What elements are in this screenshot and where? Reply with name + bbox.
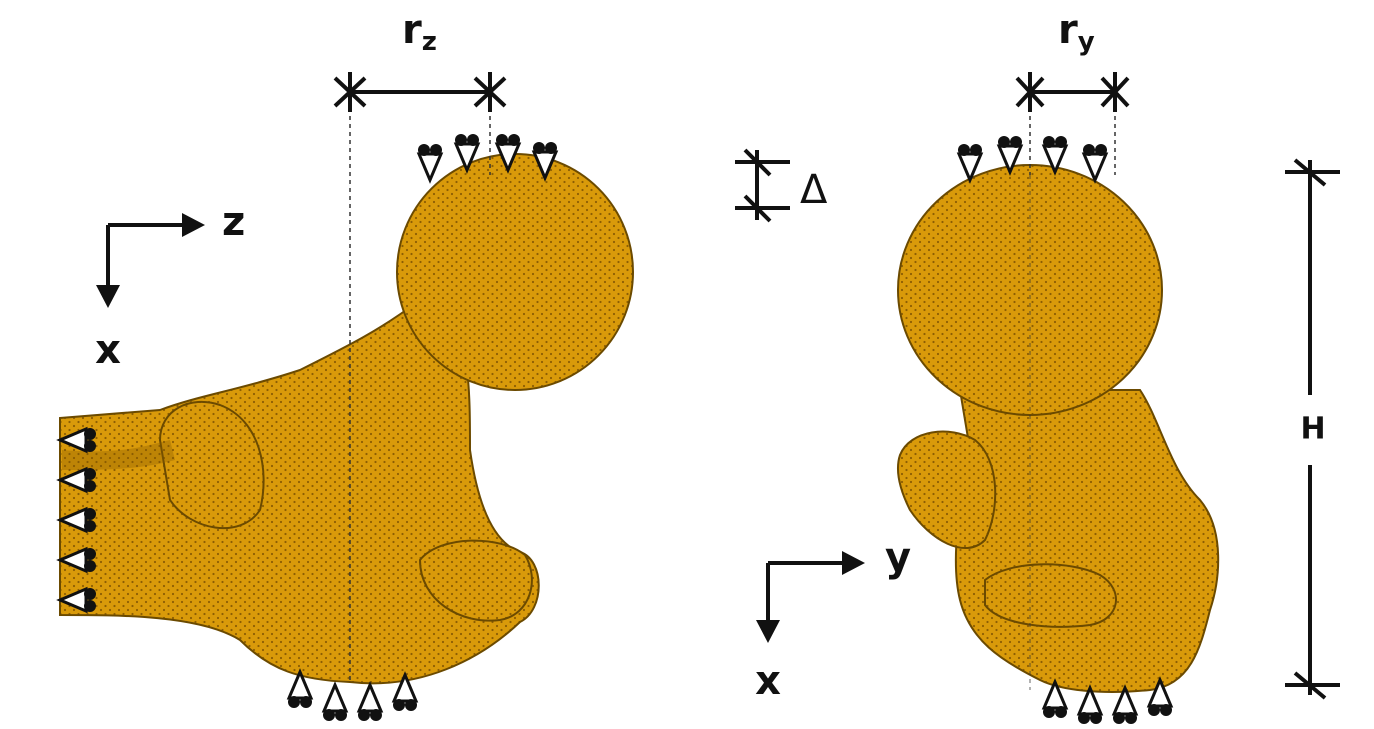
axis-lines-right [768, 563, 845, 625]
support-pin [508, 134, 520, 146]
support [418, 144, 442, 180]
axis-label: x [755, 658, 781, 704]
support-pin [418, 144, 430, 156]
support-triangle [359, 685, 381, 711]
right-tubercle [898, 432, 995, 548]
support-pin [288, 696, 300, 708]
support-pin [970, 144, 982, 156]
rz-label: rz [402, 7, 437, 57]
support-pin [1113, 712, 1125, 724]
left-bone [60, 154, 633, 683]
height-label: H [1300, 412, 1325, 447]
page: Bone model diagram {"dimensions": {"r_z"… [0, 0, 1374, 729]
support-pin [84, 520, 96, 532]
body: rz ry Δ H z x y x (() => { const data = … [0, 0, 1374, 729]
support-pin [300, 696, 312, 708]
rz-dimension [335, 72, 505, 112]
right-bone [898, 165, 1218, 692]
support-pin [1055, 136, 1067, 148]
support-triangle [419, 154, 441, 180]
figure: rz ry Δ H z x y x [0, 0, 1374, 729]
axis-label: x [95, 327, 121, 373]
ry-subscript: y [1078, 27, 1095, 57]
support [358, 685, 382, 721]
support-pin [1043, 136, 1055, 148]
rz-subscript: z [422, 27, 437, 57]
axis-label: y [885, 535, 911, 581]
left-head [397, 154, 633, 390]
support-pin [1148, 704, 1160, 716]
axis-label: z [222, 199, 245, 245]
support [1083, 144, 1107, 180]
axis-lines-left [108, 225, 185, 290]
support-pin [84, 480, 96, 492]
delta-label: Δ [800, 167, 828, 213]
support-pin [84, 428, 96, 440]
support-pin [84, 440, 96, 452]
support-pin [1090, 712, 1102, 724]
support-pin [335, 709, 347, 721]
support-pin [1078, 712, 1090, 724]
support-triangle [1084, 154, 1106, 180]
support-pin [1083, 144, 1095, 156]
support-pin [545, 142, 557, 154]
support-pin [1095, 144, 1107, 156]
support-pin [84, 560, 96, 572]
support-pin [370, 709, 382, 721]
support-pin [998, 136, 1010, 148]
support-pin [1055, 706, 1067, 718]
support [323, 685, 347, 721]
ry-symbol: r [1058, 7, 1078, 53]
ry-dimension [1017, 72, 1128, 112]
support-pin [1160, 704, 1172, 716]
axis-arrows-left [96, 213, 205, 308]
support-pin [84, 468, 96, 480]
support-pin [84, 508, 96, 520]
support-pin [430, 144, 442, 156]
support-pin [358, 709, 370, 721]
support-pin [455, 134, 467, 146]
support-pin [84, 600, 96, 612]
right-condyle [985, 564, 1116, 626]
support-pin [84, 588, 96, 600]
support-pin [958, 144, 970, 156]
ry-label: ry [1058, 7, 1095, 57]
support-pin [1010, 136, 1022, 148]
delta-dimension [735, 150, 790, 221]
support-pin [1125, 712, 1137, 724]
right-shaft [956, 390, 1218, 692]
support-pin [323, 709, 335, 721]
rz-symbol: r [402, 7, 422, 53]
support-pin [405, 699, 417, 711]
support-pin [467, 134, 479, 146]
support-triangle [324, 685, 346, 711]
support [1078, 688, 1102, 724]
support-pin [393, 699, 405, 711]
support [1113, 688, 1137, 724]
support-pin [496, 134, 508, 146]
support-pin [1043, 706, 1055, 718]
support-pin [84, 548, 96, 560]
support-pin [533, 142, 545, 154]
